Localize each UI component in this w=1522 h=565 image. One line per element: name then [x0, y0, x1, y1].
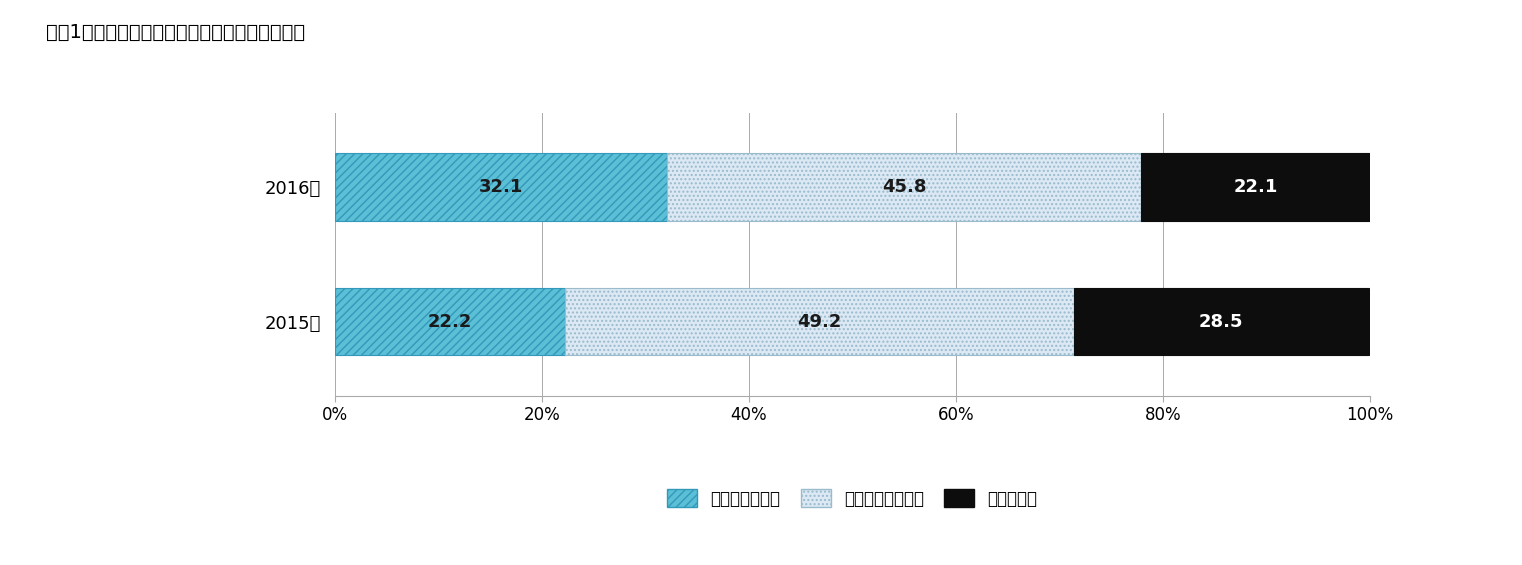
- Text: 45.8: 45.8: [881, 178, 927, 196]
- Bar: [335, 153, 667, 220]
- Bar: [667, 153, 1142, 220]
- Text: 22.1: 22.1: [1233, 178, 1277, 196]
- Text: 49.2: 49.2: [798, 312, 842, 331]
- Text: 28.5: 28.5: [1199, 312, 1243, 331]
- Legend: 取り組んでいる, 取り組んでいない, わからない: 取り組んでいる, 取り組んでいない, わからない: [661, 483, 1044, 514]
- Text: 図表1：働き方変革に取り組んでいる企業の割合: 図表1：働き方変革に取り組んでいる企業の割合: [46, 23, 304, 42]
- Bar: [335, 288, 565, 355]
- Bar: [1075, 288, 1368, 355]
- Bar: [565, 288, 1075, 355]
- Bar: [1142, 153, 1370, 220]
- Text: 22.2: 22.2: [428, 312, 472, 331]
- Text: 32.1: 32.1: [479, 178, 524, 196]
